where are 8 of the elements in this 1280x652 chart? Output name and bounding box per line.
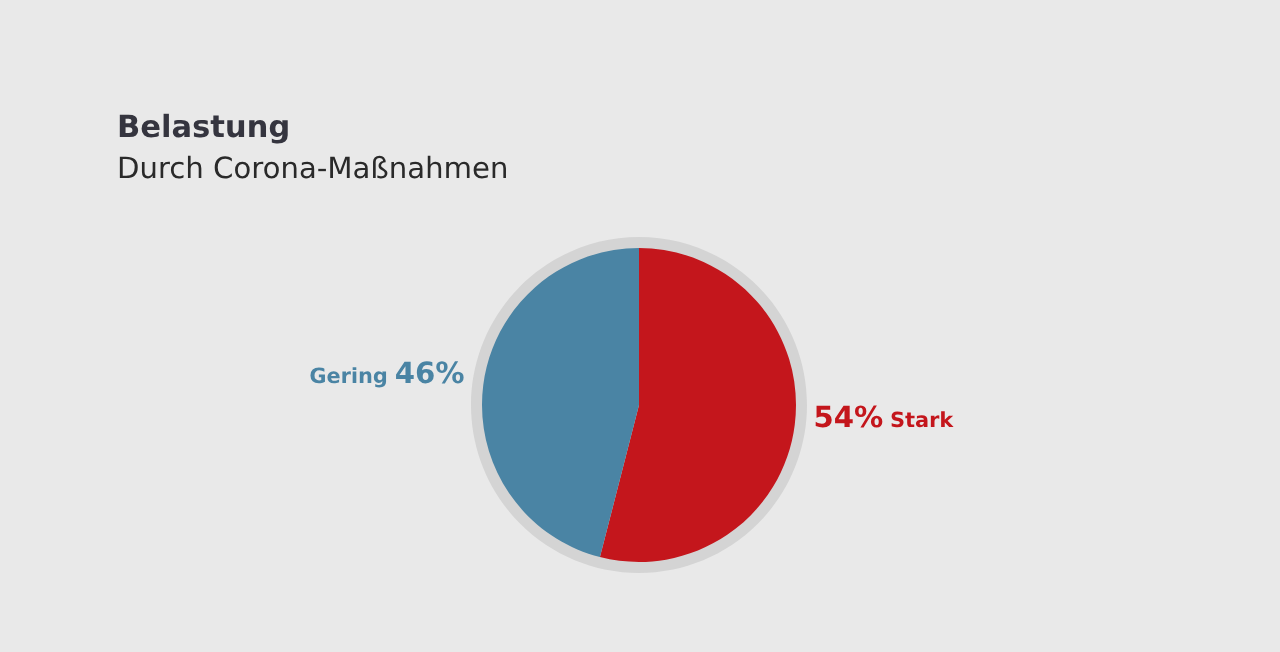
- data-label: 46%: [396, 361, 464, 384]
- data-label: 54%: [815, 405, 883, 428]
- chart-subtitle: Durch Corona-Maßnahmen: [119, 155, 506, 179]
- chart-title: Belastung: [119, 113, 288, 144]
- pie-slice: [482, 248, 639, 558]
- pie-slice: [599, 248, 796, 562]
- slice-label: Stark: [891, 411, 954, 428]
- slice-label: Gering: [310, 367, 387, 388]
